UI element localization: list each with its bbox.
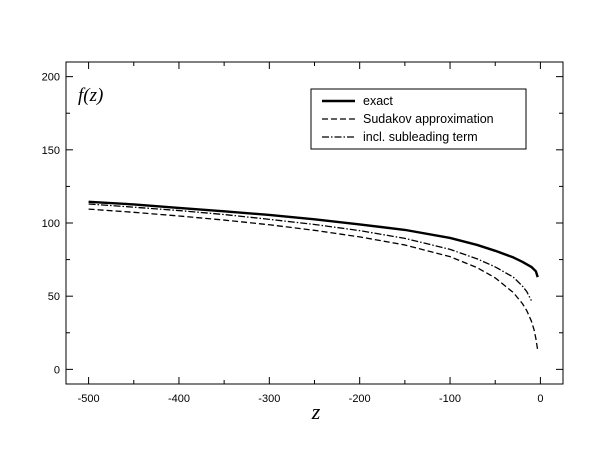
x-tick-label: -500 [78,393,100,405]
x-tick-label: 0 [537,393,543,405]
legend-label-subleading: incl. subleading term [363,130,478,144]
y-tick-label: 50 [48,291,60,303]
legend-label-sudakov: Sudakov approximation [363,112,494,126]
x-tick-label: -200 [349,393,371,405]
series-line-1 [88,208,539,351]
legend: exact Sudakov approximation incl. sublea… [310,88,527,150]
series-line-0 [88,200,539,278]
x-tick-label: -300 [258,393,280,405]
y-tick-label: 0 [54,364,60,376]
x-tick-label: -100 [439,393,461,405]
y-tick-label: 200 [42,72,60,84]
series-lines [88,200,539,351]
legend-box [310,88,527,150]
y-axis-ticks: 0 50 100 150 200 [42,72,563,376]
y-tick-label: 100 [42,218,60,230]
x-tick-label: -400 [168,393,190,405]
y-tick-label: 150 [42,145,60,157]
y-axis-label: f(z) [78,85,103,106]
series-line-2 [88,203,532,301]
legend-label-exact: exact [363,94,393,108]
x-axis-label: z [311,399,321,424]
x-axis-ticks: -500 -400 -300 -200 -100 0 [78,62,543,405]
